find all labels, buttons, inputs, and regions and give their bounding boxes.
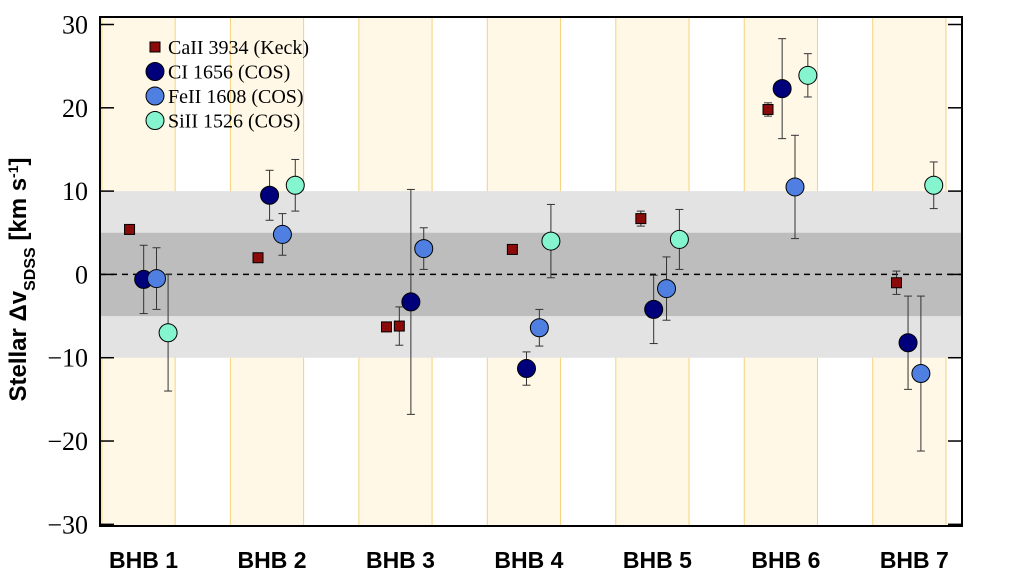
- y-tick-label: −20: [47, 427, 88, 456]
- y-axis-label-part: -1: [5, 165, 21, 178]
- marker: [785, 177, 805, 197]
- x-tick-label: BHB 7: [880, 547, 949, 573]
- legend-marker: [145, 62, 165, 81]
- x-tick-label: BHB 5: [623, 547, 692, 573]
- marker: [529, 318, 549, 338]
- marker: [414, 239, 434, 259]
- marker: [911, 364, 931, 384]
- y-axis-label-part: Stellar Δv: [5, 290, 32, 401]
- marker: [393, 320, 405, 332]
- marker: [380, 321, 392, 333]
- y-axis-label: Stellar ΔvSDSS [km s-1]: [5, 157, 39, 401]
- x-tick-label: BHB 6: [751, 547, 820, 573]
- marker: [798, 65, 818, 85]
- marker: [890, 277, 902, 289]
- marker: [506, 243, 518, 255]
- marker: [898, 333, 918, 353]
- y-axis-label-part: ]: [5, 157, 32, 165]
- x-tick-label: BHB 2: [237, 547, 306, 573]
- x-tick-label: BHB 3: [366, 547, 435, 573]
- y-axis-label-part: SDSS: [22, 247, 39, 291]
- y-axis-label-part: [km s: [5, 178, 32, 247]
- legend-label: SiII 1526 (COS): [168, 111, 300, 133]
- marker: [772, 79, 792, 99]
- marker: [762, 103, 774, 115]
- y-tick-label: −10: [47, 344, 88, 373]
- y-tick-label: 10: [62, 177, 88, 206]
- legend-label: CaII 3934 (Keck): [168, 37, 309, 59]
- marker: [657, 279, 677, 299]
- marker: [517, 359, 537, 379]
- marker: [669, 229, 689, 249]
- plot-frame: [99, 16, 963, 527]
- y-tick-label: 20: [62, 94, 88, 123]
- marker: [272, 224, 292, 244]
- y-tick-label: −30: [47, 510, 88, 539]
- marker: [635, 213, 647, 225]
- marker: [147, 269, 167, 289]
- marker: [401, 292, 421, 312]
- marker: [158, 323, 178, 343]
- y-tick-label: 30: [62, 10, 88, 39]
- marker: [260, 185, 280, 205]
- marker: [924, 175, 944, 195]
- legend-label: FeII 1608 (COS): [168, 86, 304, 108]
- marker: [644, 299, 664, 319]
- x-tick-label: BHB 1: [109, 547, 178, 573]
- legend-marker: [149, 41, 161, 53]
- legend-label: CI 1656 (COS): [168, 62, 290, 84]
- marker: [541, 231, 561, 251]
- x-tick-label: BHB 4: [494, 547, 563, 573]
- marker: [252, 252, 264, 264]
- legend-marker: [145, 111, 165, 130]
- legend-marker: [145, 86, 165, 106]
- y-tick-label: 0: [75, 260, 88, 289]
- marker: [285, 175, 305, 195]
- marker: [124, 223, 136, 235]
